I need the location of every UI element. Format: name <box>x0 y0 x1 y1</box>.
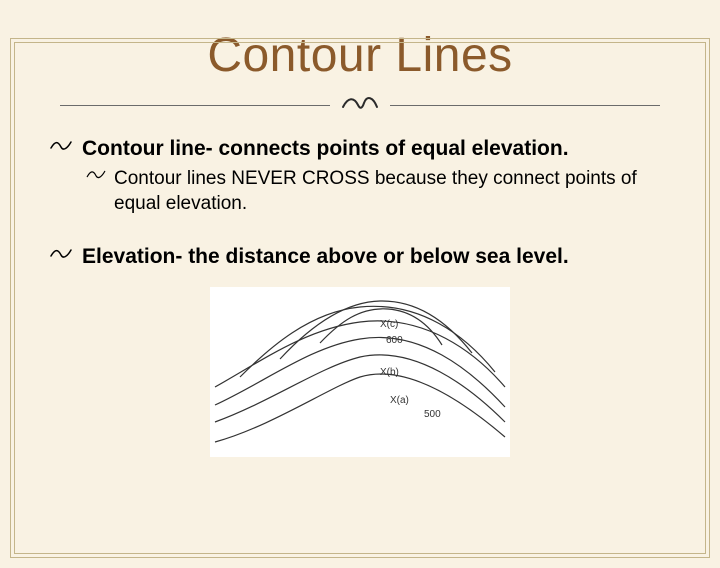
flourish-icon <box>340 89 380 117</box>
inner-frame <box>14 42 706 554</box>
